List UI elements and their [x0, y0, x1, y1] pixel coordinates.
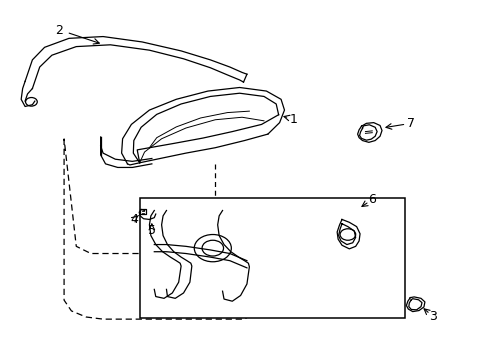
Bar [140, 198, 405, 318]
Text: 3: 3 [428, 310, 436, 324]
Text: 1: 1 [289, 113, 297, 126]
Text: 5: 5 [147, 224, 156, 237]
Text: 7: 7 [407, 117, 414, 130]
Text: 6: 6 [367, 193, 375, 206]
Text: 4: 4 [130, 213, 138, 226]
Text: 2: 2 [55, 24, 63, 37]
